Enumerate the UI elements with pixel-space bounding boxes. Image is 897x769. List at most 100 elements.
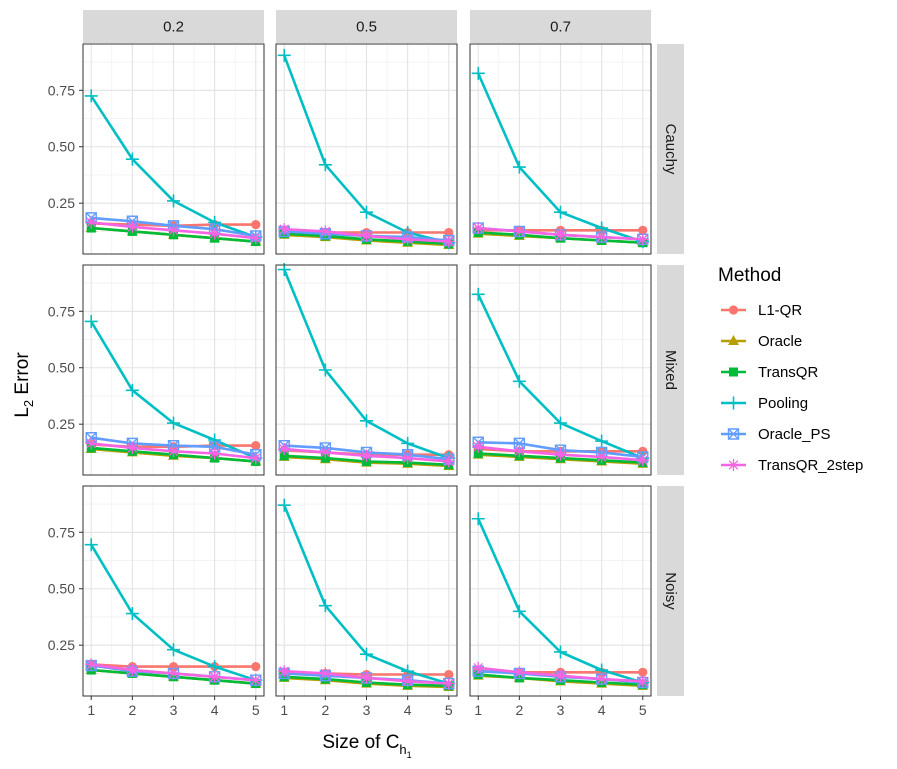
marker-pooling — [471, 512, 485, 526]
panel-border — [275, 264, 458, 476]
marker-pooling — [208, 433, 222, 447]
series-transqr-2step — [278, 443, 455, 468]
column-strip-bg — [83, 10, 264, 43]
series-transqr-2step — [278, 665, 455, 690]
legend: Method L1-QR Oracle TransQR Pooling Oracle_P… — [718, 265, 863, 474]
legend-label: L1-QR — [758, 302, 802, 319]
column-strip-0-2: 0.2 — [83, 10, 264, 43]
marker-transqr — [473, 670, 483, 680]
marker-transqr-2step — [278, 223, 291, 236]
marker-transqr-2step — [360, 449, 373, 462]
marker-transqr-2step — [513, 445, 526, 458]
marker-transqr-2step — [319, 225, 332, 238]
x-tick-label: 5 — [445, 702, 453, 718]
row-strip-label: Noisy — [662, 572, 679, 610]
series-pooling — [277, 263, 456, 465]
x-tick-label: 3 — [363, 702, 371, 718]
y-tick-label: 0.75 — [48, 303, 75, 319]
marker-pooling — [401, 436, 415, 450]
x-axis-title-base: Size of C — [322, 732, 399, 753]
x-tick-label: 5 — [639, 702, 647, 718]
panel-grid — [83, 44, 264, 254]
y-axis-title-base: L — [12, 407, 33, 418]
x-axis-title: Size of Ch1 — [322, 732, 411, 760]
series-transqr-2step — [472, 222, 649, 246]
column-strip-bg — [470, 10, 651, 43]
marker-pooling — [125, 152, 139, 166]
series-transqr-2step — [472, 661, 649, 688]
marker-transqr — [729, 367, 738, 377]
marker-transqr-2step — [472, 440, 485, 453]
panel-grid — [470, 44, 651, 254]
series-transqr-2step — [85, 658, 262, 687]
x-tick-label: 3 — [170, 702, 178, 718]
marker-pooling — [277, 48, 291, 62]
column-strip-label: 0.5 — [356, 19, 377, 36]
marker-pooling — [727, 396, 740, 410]
panel-cauchy-0-2: 0.25 0.50 0.75 — [48, 43, 265, 255]
marker-pooling — [84, 314, 98, 328]
marker-pooling — [277, 498, 291, 512]
marker-pooling — [208, 215, 222, 229]
y-tick-label: 0.25 — [48, 637, 75, 653]
legend-item-transqr-2step: TransQR_2step — [721, 457, 863, 474]
marker-transqr-2step — [401, 233, 414, 246]
row-strip-bg — [657, 44, 684, 254]
marker-pooling — [318, 599, 332, 613]
marker-transqr-2step — [167, 224, 180, 237]
panel-grid — [83, 486, 264, 696]
column-strip-bg — [276, 10, 457, 43]
column-strip-label: 0.2 — [163, 19, 184, 36]
x-tick-label: 5 — [252, 702, 260, 718]
row-strip-label: Mixed — [662, 350, 679, 390]
marker-transqr-2step — [360, 671, 373, 684]
marker-transqr-2step — [85, 658, 98, 671]
marker-transqr-2step — [167, 667, 180, 680]
x-tick-label: 2 — [128, 702, 136, 718]
marker-transqr-2step — [595, 673, 608, 686]
marker-transqr-2step — [85, 437, 98, 450]
marker-pooling — [125, 383, 139, 397]
legend-entries: L1-QR Oracle TransQR Pooling Oracle_PS TransQ… — [721, 302, 863, 474]
marker-l1-qr — [638, 667, 648, 677]
panels-layer: 0.2 0.5 0.7CauchyMixedNoisy0.250.500.750.2… — [48, 10, 684, 718]
panel-border — [82, 43, 265, 255]
row-strip-noisy: Noisy — [657, 486, 684, 696]
column-strip-0-5: 0.5 — [276, 10, 457, 43]
marker-transqr-2step — [442, 235, 455, 248]
marker-pooling — [595, 434, 609, 448]
marker-transqr-2step — [636, 675, 649, 688]
row-strip-bg — [657, 265, 684, 475]
y-axis-title-subscript: 2 — [21, 400, 36, 407]
legend-label: Pooling — [758, 395, 808, 412]
row-strip-label: Cauchy — [662, 124, 679, 175]
marker-pooling — [167, 194, 180, 208]
x-tick-label: 1 — [87, 702, 95, 718]
marker-transqr-2step — [278, 443, 291, 456]
y-tick-label: 0.75 — [48, 524, 75, 540]
y-tick-label: 0.50 — [48, 360, 75, 376]
marker-transqr-2step — [126, 220, 139, 233]
series-transqr-2step — [85, 216, 262, 245]
marker-l1-qr — [251, 220, 261, 230]
marker-l1-qr — [251, 441, 261, 451]
marker-transqr-2step — [595, 231, 608, 244]
y-tick-label: 0.25 — [48, 416, 75, 432]
marker-transqr-2step — [472, 222, 485, 235]
marker-pooling — [471, 66, 485, 80]
marker-transqr-2step — [595, 450, 608, 463]
legend-label: Oracle_PS — [758, 426, 831, 443]
legend-item-oracle: Oracle — [721, 333, 802, 350]
marker-transqr-2step — [727, 459, 740, 471]
marker-transqr-2step — [442, 677, 455, 690]
x-tick-label: 4 — [598, 702, 606, 718]
marker-transqr-2step — [636, 454, 649, 467]
marker-pooling — [554, 205, 567, 219]
marker-transqr-2step — [319, 667, 332, 680]
marker-transqr-2step — [636, 233, 649, 246]
marker-pooling — [318, 158, 332, 172]
marker-transqr-2step — [208, 447, 221, 460]
marker-transqr-2step — [442, 455, 455, 468]
marker-transqr-2step — [401, 452, 414, 465]
